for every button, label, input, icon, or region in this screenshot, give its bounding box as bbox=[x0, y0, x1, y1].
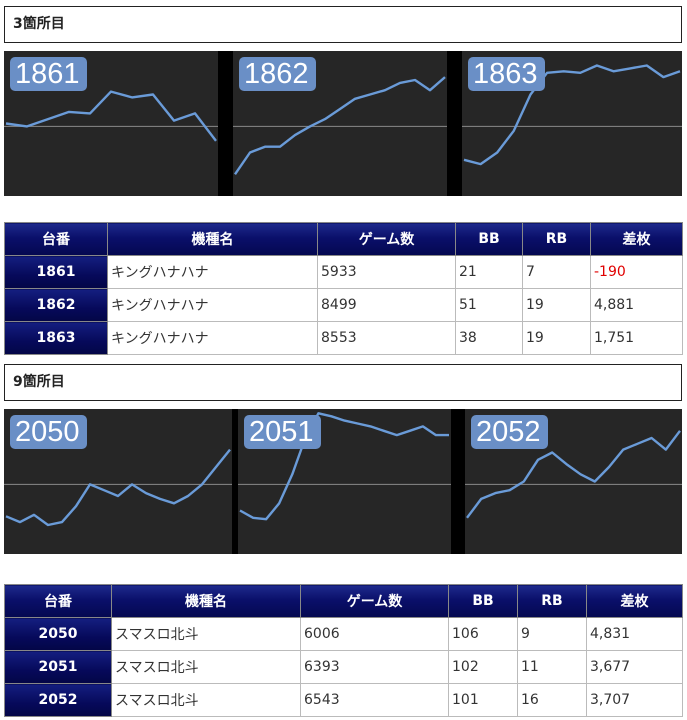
table-header-row: 台番 機種名 ゲーム数 BB RB 差枚 bbox=[4, 222, 683, 256]
section-title: 9箇所目 bbox=[13, 374, 65, 390]
table-row[interactable]: 2050 スマスロ北斗 6006 106 9 4,831 bbox=[4, 617, 683, 651]
machine-number[interactable]: 2050 bbox=[4, 617, 112, 651]
graph-label: 2051 bbox=[244, 415, 321, 449]
graph-1861[interactable]: 1861 bbox=[4, 51, 218, 196]
game-count: 6393 bbox=[300, 650, 449, 684]
trend-line bbox=[5, 90, 217, 142]
rb-count: 16 bbox=[517, 683, 587, 717]
table-header-row: 台番 機種名 ゲーム数 BB RB 差枚 bbox=[4, 584, 683, 618]
machine-table-9: 台番 機種名 ゲーム数 BB RB 差枚 2050 スマスロ北斗 6006 10… bbox=[4, 584, 683, 717]
machine-number[interactable]: 1861 bbox=[4, 255, 108, 289]
graph-2050[interactable]: 2050 bbox=[4, 409, 232, 554]
trend-chart bbox=[233, 76, 447, 175]
graph-label: 1863 bbox=[468, 57, 545, 91]
coin-diff: 4,831 bbox=[586, 617, 683, 651]
coin-diff: -190 bbox=[590, 255, 683, 289]
graph-label: 2050 bbox=[10, 415, 87, 449]
machine-number[interactable]: 1863 bbox=[4, 321, 108, 355]
bb-count: 106 bbox=[448, 617, 518, 651]
graph-1862[interactable]: 1862 bbox=[233, 51, 447, 196]
coin-diff: 4,881 bbox=[590, 288, 683, 322]
trend-line bbox=[239, 412, 449, 521]
trend-line bbox=[5, 448, 231, 527]
graph-label: 2052 bbox=[471, 415, 548, 449]
bb-count: 51 bbox=[455, 288, 523, 322]
rb-count: 19 bbox=[522, 288, 591, 322]
graph-divider bbox=[447, 51, 462, 196]
rb-count: 9 bbox=[517, 617, 587, 651]
machine-number[interactable]: 2052 bbox=[4, 683, 112, 717]
table-row[interactable]: 1861 キングハナハナ 5933 21 7 -190 bbox=[4, 255, 683, 289]
graph-label: 1861 bbox=[10, 57, 87, 91]
trend-chart bbox=[4, 90, 218, 142]
model-name: スマスロ北斗 bbox=[111, 683, 301, 717]
col-header-games: ゲーム数 bbox=[300, 584, 449, 618]
col-header-number: 台番 bbox=[4, 222, 108, 256]
table-row[interactable]: 1862 キングハナハナ 8499 51 19 4,881 bbox=[4, 288, 683, 322]
graph-label: 1862 bbox=[239, 57, 316, 91]
graph-2052[interactable]: 2052 bbox=[465, 409, 682, 554]
game-count: 5933 bbox=[317, 255, 456, 289]
table-row[interactable]: 2051 スマスロ北斗 6393 102 11 3,677 bbox=[4, 650, 683, 684]
trend-chart bbox=[465, 430, 682, 519]
model-name: キングハナハナ bbox=[107, 288, 318, 322]
coin-diff: 3,707 bbox=[586, 683, 683, 717]
graph-2051[interactable]: 2051 bbox=[238, 409, 451, 554]
model-name: スマスロ北斗 bbox=[111, 617, 301, 651]
rb-count: 19 bbox=[522, 321, 591, 355]
col-header-bb: BB bbox=[455, 222, 523, 256]
table-row[interactable]: 2052 スマスロ北斗 6543 101 16 3,707 bbox=[4, 683, 683, 717]
trend-line bbox=[234, 76, 446, 175]
section-title: 3箇所目 bbox=[13, 16, 65, 32]
col-header-model: 機種名 bbox=[111, 584, 301, 618]
model-name: キングハナハナ bbox=[107, 321, 318, 355]
section-header-3: 3箇所目 bbox=[4, 6, 682, 43]
rb-count: 7 bbox=[522, 255, 591, 289]
col-header-model: 機種名 bbox=[107, 222, 318, 256]
trend-line bbox=[466, 430, 681, 519]
machine-table-3: 台番 機種名 ゲーム数 BB RB 差枚 1861 キングハナハナ 5933 2… bbox=[4, 222, 683, 355]
machine-number[interactable]: 2051 bbox=[4, 650, 112, 684]
col-header-rb: RB bbox=[517, 584, 587, 618]
col-header-bb: BB bbox=[448, 584, 518, 618]
graph-divider bbox=[232, 409, 238, 554]
bb-count: 21 bbox=[455, 255, 523, 289]
graph-divider bbox=[451, 409, 465, 554]
col-header-rb: RB bbox=[522, 222, 591, 256]
machine-number[interactable]: 1862 bbox=[4, 288, 108, 322]
col-header-diff: 差枚 bbox=[590, 222, 683, 256]
graph-divider bbox=[218, 51, 233, 196]
coin-diff: 1,751 bbox=[590, 321, 683, 355]
game-count: 8499 bbox=[317, 288, 456, 322]
col-header-number: 台番 bbox=[4, 584, 112, 618]
model-name: スマスロ北斗 bbox=[111, 650, 301, 684]
trend-line bbox=[463, 64, 681, 166]
game-count: 6006 bbox=[300, 617, 449, 651]
model-name: キングハナハナ bbox=[107, 255, 318, 289]
bb-count: 102 bbox=[448, 650, 518, 684]
col-header-diff: 差枚 bbox=[586, 584, 683, 618]
trend-chart bbox=[4, 448, 232, 527]
bb-count: 101 bbox=[448, 683, 518, 717]
section-header-9: 9箇所目 bbox=[4, 364, 682, 401]
game-count: 8553 bbox=[317, 321, 456, 355]
trend-chart bbox=[462, 64, 682, 166]
trend-chart bbox=[238, 412, 451, 521]
bb-count: 38 bbox=[455, 321, 523, 355]
coin-diff: 3,677 bbox=[586, 650, 683, 684]
rb-count: 11 bbox=[517, 650, 587, 684]
table-row[interactable]: 1863 キングハナハナ 8553 38 19 1,751 bbox=[4, 321, 683, 355]
game-count: 6543 bbox=[300, 683, 449, 717]
col-header-games: ゲーム数 bbox=[317, 222, 456, 256]
graph-1863[interactable]: 1863 bbox=[462, 51, 682, 196]
